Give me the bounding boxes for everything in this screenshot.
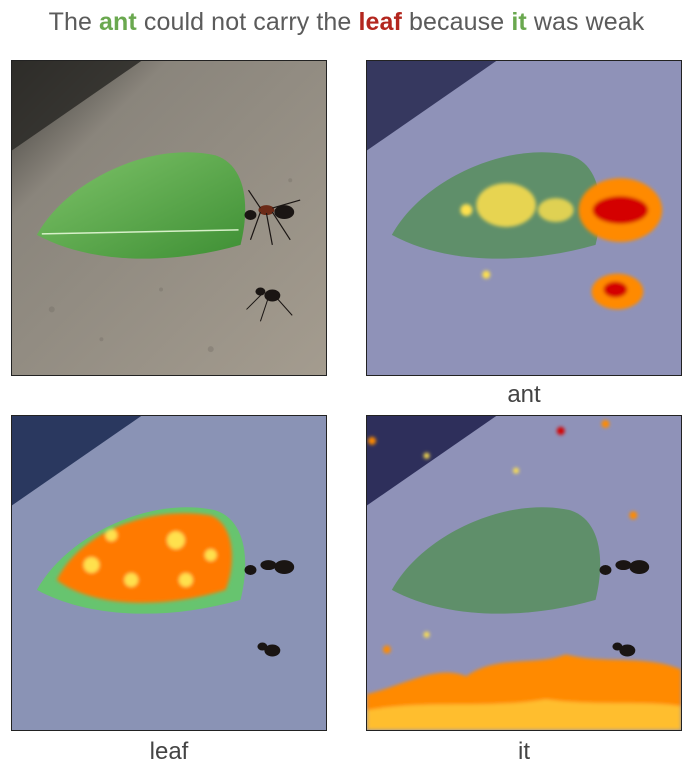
caption-text-3: was weak <box>533 8 645 36</box>
ant-leaf-photo <box>12 61 326 375</box>
caption-word-ant: ant <box>99 8 137 36</box>
heatmap-leaf-panel <box>11 415 327 731</box>
heatmap-ant-image <box>367 61 681 375</box>
photo-original <box>11 60 327 376</box>
caption-word-the: The <box>48 8 92 36</box>
heatmap-ant-panel <box>366 60 682 376</box>
heatmap-leaf-image <box>12 416 326 730</box>
heatmap-it-panel <box>366 415 682 731</box>
caption-text-2: because <box>409 8 505 36</box>
label-leaf: leaf <box>149 738 189 765</box>
label-ant: ant <box>507 381 541 408</box>
caption-word-it: it <box>511 8 527 36</box>
caption-word-leaf: leaf <box>358 8 402 36</box>
label-it: it <box>518 738 530 765</box>
caption-text-1: could not carry the <box>143 8 352 36</box>
heatmap-it-image <box>367 416 681 730</box>
caption: The ant could not carry the leaf because… <box>0 8 693 37</box>
